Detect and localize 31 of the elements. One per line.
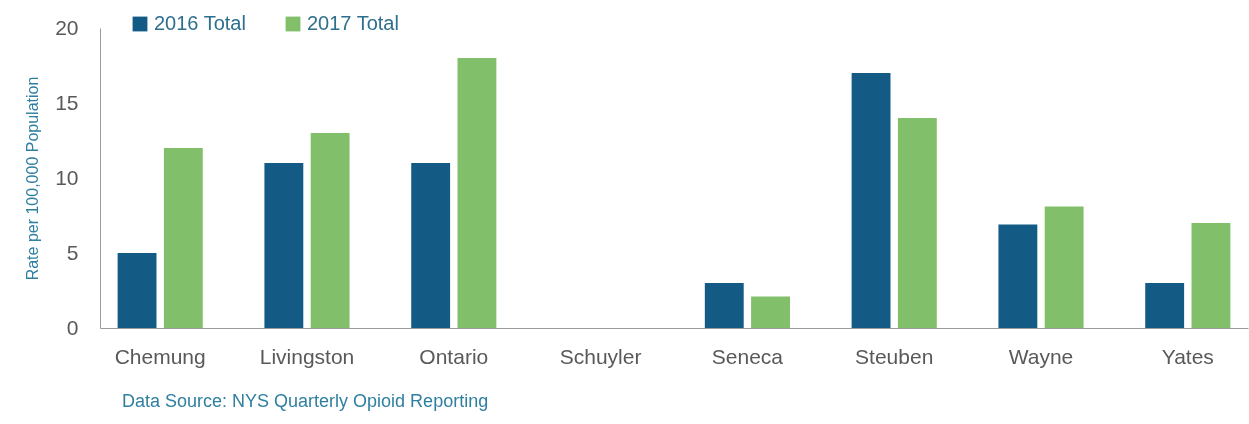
- x-tick-label: Yates: [1161, 344, 1214, 368]
- bar: [310, 133, 350, 328]
- legend-label: 2016 Total: [154, 12, 246, 34]
- bar: [1145, 283, 1185, 328]
- y-tick-label: 10: [55, 165, 79, 189]
- y-tick-label: 20: [55, 15, 79, 39]
- y-tick-label: 5: [66, 240, 79, 264]
- bar: [751, 296, 790, 328]
- bar: [117, 253, 157, 328]
- bar: [998, 224, 1038, 328]
- x-tick-label: Livingston: [259, 344, 355, 368]
- bar: [897, 118, 937, 328]
- bar: [411, 163, 451, 328]
- x-tick-label: Seneca: [711, 344, 784, 368]
- bar: [1044, 206, 1084, 328]
- x-tick-label: Ontario: [419, 344, 489, 368]
- legend-label: 2017 Total: [307, 12, 399, 34]
- x-tick-label: Schuyler: [559, 344, 642, 368]
- bar: [457, 58, 497, 328]
- x-tick-label: Steuben: [855, 344, 934, 368]
- source-note: Data Source: NYS Quarterly Opioid Reporting: [122, 391, 489, 411]
- x-tick-label: Wayne: [1008, 344, 1074, 368]
- bar: [851, 73, 891, 328]
- bar: [1191, 223, 1231, 328]
- bar: [163, 148, 203, 328]
- bar: [704, 283, 744, 328]
- bar: [264, 163, 304, 328]
- y-tick-label: 15: [55, 90, 79, 114]
- x-tick-label: Chemung: [114, 344, 206, 368]
- y-axis-title: Rate per 100,000 Population: [24, 76, 42, 281]
- y-tick-label: 0: [66, 315, 79, 339]
